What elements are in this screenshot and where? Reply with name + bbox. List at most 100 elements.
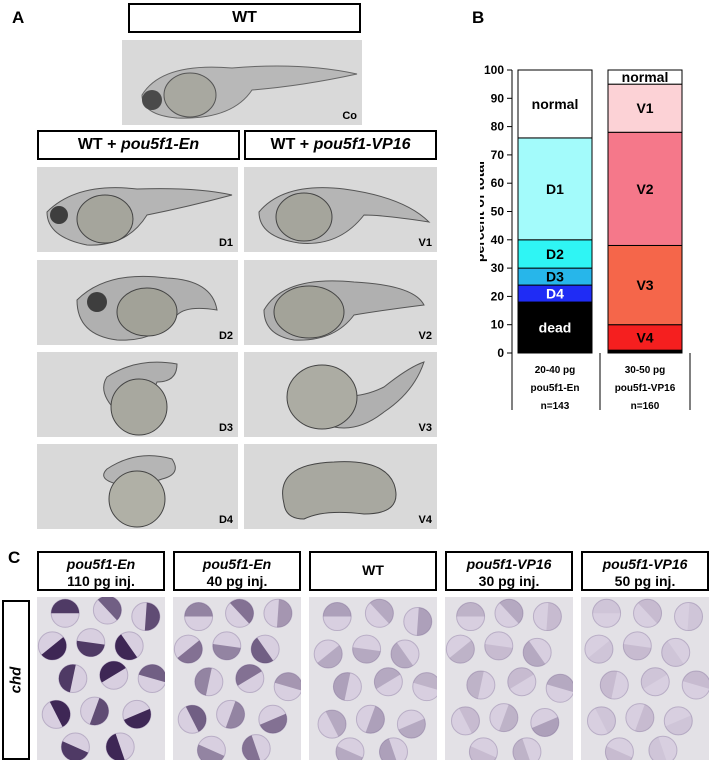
chd-stain xyxy=(58,664,76,693)
chd-stain xyxy=(51,599,80,614)
embryo xyxy=(412,672,437,702)
tag-v3: V3 xyxy=(418,422,432,434)
embryo xyxy=(663,706,693,736)
tag-d1: D1 xyxy=(218,237,233,249)
col-header-1-line1: pou5f1-En xyxy=(66,556,136,572)
chd-stain xyxy=(638,599,662,624)
chd-stain xyxy=(648,736,668,760)
embryo xyxy=(530,708,560,738)
y-tick-label-40: 40 xyxy=(491,233,505,247)
chd-stain xyxy=(212,643,241,660)
chd-stain xyxy=(499,704,518,732)
bar-1-segment-1 xyxy=(517,301,593,354)
embryo xyxy=(355,704,385,734)
bar-1-label-dead: dead xyxy=(539,320,572,336)
chd-stain xyxy=(76,640,105,657)
embryo xyxy=(532,602,562,632)
chd-stain xyxy=(61,741,89,760)
embryo xyxy=(681,670,709,700)
y-tick-label-100: 100 xyxy=(484,63,504,77)
bar-2-segment-5 xyxy=(607,83,683,133)
y-axis-label: percent of total xyxy=(480,161,487,262)
embryo xyxy=(396,709,426,739)
chd-row-label-box: chd xyxy=(2,600,30,760)
bar-2-segment-6 xyxy=(607,69,683,85)
col-header-5-line1: pou5f1-VP16 xyxy=(602,556,688,572)
embryo xyxy=(450,706,480,736)
chd-stain xyxy=(592,599,621,614)
chd-stain xyxy=(661,640,684,667)
embryo xyxy=(263,598,293,628)
embryo-photo-d4: D4 xyxy=(37,444,238,529)
chd-stain xyxy=(507,667,534,689)
chd-stain xyxy=(413,672,437,691)
embryo xyxy=(522,637,552,667)
embryo xyxy=(494,598,524,628)
col-header-4: pou5f1-VP16 30 pg inj. xyxy=(445,551,573,591)
chd-stain xyxy=(588,640,613,664)
vp-header: WT + pou5f1-VP16 xyxy=(244,130,437,160)
chd-stain xyxy=(365,706,385,734)
chd-stain xyxy=(177,640,203,664)
en-header-gene: pou5f1-En xyxy=(120,136,200,153)
embryo xyxy=(468,737,498,760)
embryo-photo-d2: D2 xyxy=(37,260,238,345)
chd-stain xyxy=(546,602,562,631)
embryo xyxy=(403,606,433,636)
col-header-2-line2: 40 pg inj. xyxy=(206,573,268,589)
bar-1-label-d4: D4 xyxy=(546,286,564,302)
embryo-field-4-drawing xyxy=(445,598,573,760)
embryo-photo-d1: D1 xyxy=(37,167,238,252)
en-header: WT + pou5f1-En xyxy=(37,130,240,160)
chd-stain xyxy=(333,672,351,701)
chd-stain xyxy=(317,645,343,669)
col-header-4-line1: pou5f1-VP16 xyxy=(466,556,552,572)
chd-stain xyxy=(276,599,292,628)
chd-stain xyxy=(123,708,151,729)
stacked-bar-chart: 0 10 20 30 40 50 60 70 80 90 100 percent of total de… xyxy=(480,63,691,412)
y-tick-label-70: 70 xyxy=(491,148,505,162)
chd-stain xyxy=(352,647,381,664)
col-header-5-line2: 50 pg inj. xyxy=(614,573,676,589)
embryo xyxy=(332,672,362,702)
embryo-field-5 xyxy=(581,597,709,760)
chd-stain xyxy=(605,746,633,760)
embryo xyxy=(212,631,242,661)
bar-2-label-v4: V4 xyxy=(636,329,653,345)
chd-stain xyxy=(259,713,287,734)
y-tick-label-80: 80 xyxy=(491,120,505,134)
bar-2-n: n=160 xyxy=(631,401,660,412)
chd-stain xyxy=(391,642,414,669)
panel-letter-a: A xyxy=(12,8,25,27)
bar-1-label-normal: normal xyxy=(532,96,579,112)
bar-1-label-d3: D3 xyxy=(546,269,564,285)
chd-stain xyxy=(251,637,274,664)
bar-2-label-v1: V1 xyxy=(636,100,653,116)
chd-stain xyxy=(49,700,71,727)
chd-stain xyxy=(144,602,160,631)
bar-1-n: n=143 xyxy=(541,401,570,412)
embryo xyxy=(622,631,652,661)
y-tick-label-60: 60 xyxy=(491,176,505,190)
embryo xyxy=(445,634,475,664)
chd-stain xyxy=(184,602,213,617)
col-header-1: pou5f1-En 110 pg inj. xyxy=(37,551,165,591)
embryo xyxy=(194,667,224,697)
chd-stain xyxy=(512,738,532,760)
embryo xyxy=(640,667,670,697)
tag-v2: V2 xyxy=(418,330,432,342)
embryo xyxy=(633,598,663,628)
col-header-5: pou5f1-VP16 50 pg inj. xyxy=(581,551,709,591)
chd-stain xyxy=(194,667,212,696)
embryo-photo-v4: V4 xyxy=(244,444,437,529)
chd-stain xyxy=(185,705,207,732)
chd-stain xyxy=(369,599,394,624)
tag-d3: D3 xyxy=(218,422,233,434)
embryo xyxy=(599,670,629,700)
col-header-3: WT xyxy=(309,551,437,591)
y-tick-label-0: 0 xyxy=(497,346,504,360)
bar-2-segment-3 xyxy=(607,244,683,326)
chd-stain xyxy=(197,744,225,760)
embryo-field-5-drawing xyxy=(584,598,709,760)
embryo xyxy=(352,634,382,664)
